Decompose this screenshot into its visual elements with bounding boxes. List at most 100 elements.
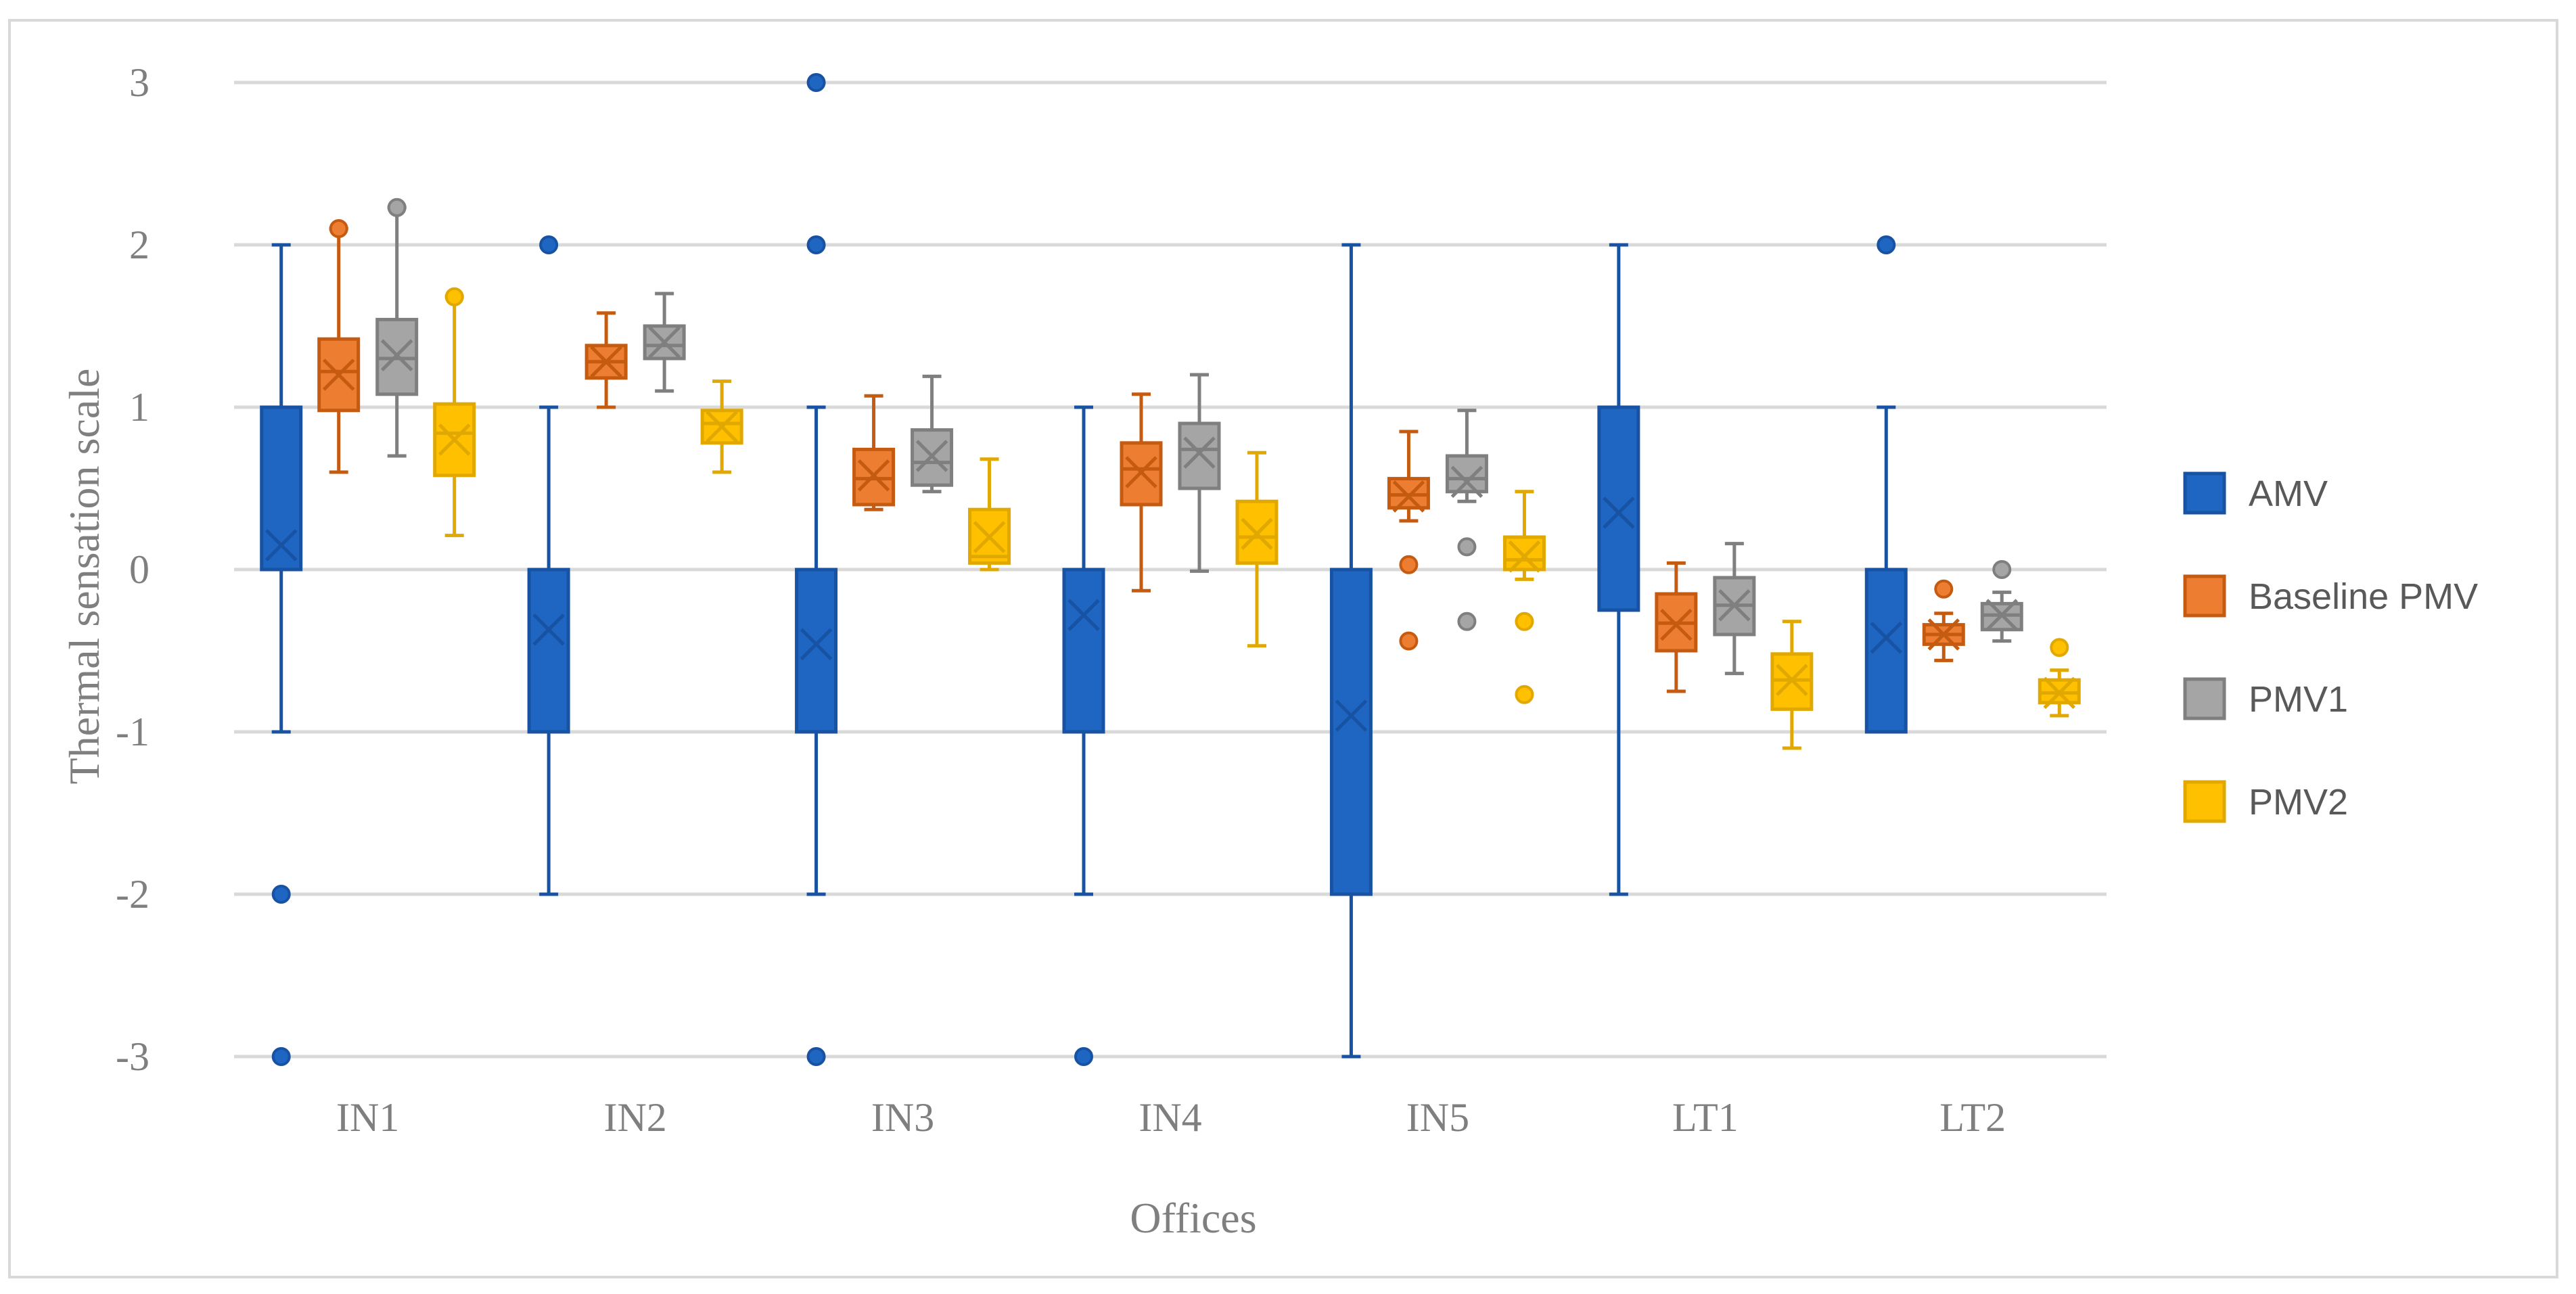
mean-marker [590, 346, 622, 378]
legend-label-baseline-pmv: Baseline PMV [2249, 576, 2478, 617]
outlier-point [444, 287, 464, 306]
box-series [260, 73, 2081, 1066]
x-axis-ticks: IN1 IN2 IN3 IN4 IN5 LT1 LT2 [336, 1095, 2006, 1140]
box-pmv1-in2 [643, 292, 686, 393]
outlier-point [806, 1047, 826, 1066]
box-baseline-pmv-in1 [317, 219, 361, 474]
box-pmv2-lt2 [2038, 638, 2081, 718]
box-baseline-pmv-lt1 [1655, 561, 1698, 693]
outlier-point [329, 219, 348, 238]
box-amv-in3 [795, 73, 838, 1066]
legend-swatch-baseline-pmv [2183, 574, 2226, 618]
mean-marker [322, 359, 355, 391]
y-tick-label: 3 [129, 60, 150, 105]
box-baseline-pmv-in4 [1120, 392, 1163, 593]
legend-label-pmv2: PMV2 [2249, 782, 2348, 823]
mean-marker [1335, 699, 1368, 732]
outlier-point [271, 885, 291, 904]
mean-marker [857, 459, 890, 492]
x-tick-label: IN4 [1138, 1095, 1201, 1140]
legend-swatch-amv [2183, 471, 2226, 515]
mean-marker [1718, 589, 1751, 622]
box-iqr [795, 568, 838, 734]
box-baseline-pmv-lt2 [1922, 579, 1965, 662]
box-pmv1-in4 [1178, 373, 1221, 573]
y-tick-label: 1 [129, 385, 150, 430]
mean-marker [438, 423, 471, 456]
mean-marker [1183, 436, 1216, 469]
legend-label-pmv1: PMV1 [2249, 679, 2348, 720]
outlier-point [1457, 611, 1477, 631]
x-tick-label: IN1 [336, 1095, 399, 1140]
mean-marker [648, 326, 681, 359]
mean-marker [800, 628, 833, 661]
outlier-point [1515, 611, 1534, 631]
mean-marker [915, 440, 948, 472]
legend-swatch-pmv2 [2183, 780, 2226, 823]
box-pmv2-in5 [1502, 490, 1546, 704]
box-amv-in2 [527, 235, 570, 896]
box-iqr [1178, 421, 1221, 490]
box-amv-lt1 [1597, 243, 1640, 896]
box-amv-in4 [1062, 405, 1105, 1066]
mean-marker [532, 614, 565, 646]
mean-marker [264, 529, 298, 561]
x-tick-label: IN5 [1406, 1095, 1469, 1140]
y-tick-label: 0 [129, 547, 150, 592]
box-pmv2-in1 [433, 287, 476, 538]
outlier-point [1515, 685, 1534, 704]
outlier-point [1877, 235, 1896, 254]
box-iqr [1120, 441, 1163, 507]
outlier-point [1934, 579, 1954, 599]
x-tick-label: IN2 [603, 1095, 666, 1140]
outlier-point [1074, 1047, 1093, 1066]
x-tick-label: LT1 [1672, 1095, 1739, 1140]
box-pmv2-in3 [968, 457, 1011, 572]
box-pmv2-lt1 [1770, 620, 1814, 750]
outlier-point [1399, 631, 1419, 651]
outlier-point [271, 1047, 291, 1066]
outlier-point [806, 73, 826, 92]
box-baseline-pmv-in2 [584, 311, 628, 409]
outlier-point [1457, 537, 1477, 557]
legend-label-amv: AMV [2249, 473, 2328, 514]
y-axis-ticks: 3 2 1 0 -1 -2 -3 [116, 60, 150, 1079]
mean-marker [380, 339, 413, 371]
outlier-point [1992, 560, 2012, 579]
legend-swatch-pmv1 [2183, 677, 2226, 720]
box-amv-in1 [260, 243, 303, 1066]
boxplot-chart: 3 2 1 0 -1 -2 -3 IN1 IN2 IN3 IN4 IN5 LT1 LT2 Thermal… [60, 60, 2478, 1242]
gridlines [234, 80, 2107, 1059]
x-tick-label: LT2 [1939, 1095, 2006, 1140]
y-axis-title: Thermal sensation scale [60, 369, 108, 785]
mean-marker [1927, 618, 1960, 651]
box-iqr [1062, 568, 1105, 734]
box-pmv1-in3 [911, 374, 954, 494]
mean-marker [1985, 599, 2019, 631]
y-tick-label: -1 [116, 710, 150, 754]
mean-marker [1776, 664, 1808, 696]
box-baseline-pmv-in5 [1387, 430, 1430, 651]
mean-marker [973, 521, 1006, 553]
mean-marker [1392, 480, 1425, 513]
outlier-point [1399, 555, 1419, 574]
mean-marker [1067, 599, 1100, 631]
box-pmv1-in1 [375, 198, 419, 458]
outlier-point [2050, 638, 2069, 657]
box-pmv2-in2 [700, 379, 743, 474]
outlier-point [387, 198, 407, 217]
box-iqr [260, 405, 303, 572]
box-pmv1-lt1 [1713, 542, 1756, 676]
y-tick-label: 2 [129, 223, 150, 267]
mean-marker [1450, 465, 1484, 499]
box-iqr [1597, 405, 1640, 612]
legend: AMV Baseline PMV PMV1 PMV2 [2183, 471, 2478, 823]
x-tick-label: IN3 [871, 1095, 934, 1140]
box-iqr [1329, 568, 1373, 896]
outlier-point [539, 235, 559, 254]
mean-marker [1241, 517, 1273, 550]
box-iqr [527, 568, 570, 734]
y-tick-label: -2 [116, 872, 150, 917]
box-pmv1-in5 [1445, 409, 1488, 631]
chart-frame: 3 2 1 0 -1 -2 -3 IN1 IN2 IN3 IN4 IN5 LT1 LT2 Thermal… [8, 19, 2558, 1278]
